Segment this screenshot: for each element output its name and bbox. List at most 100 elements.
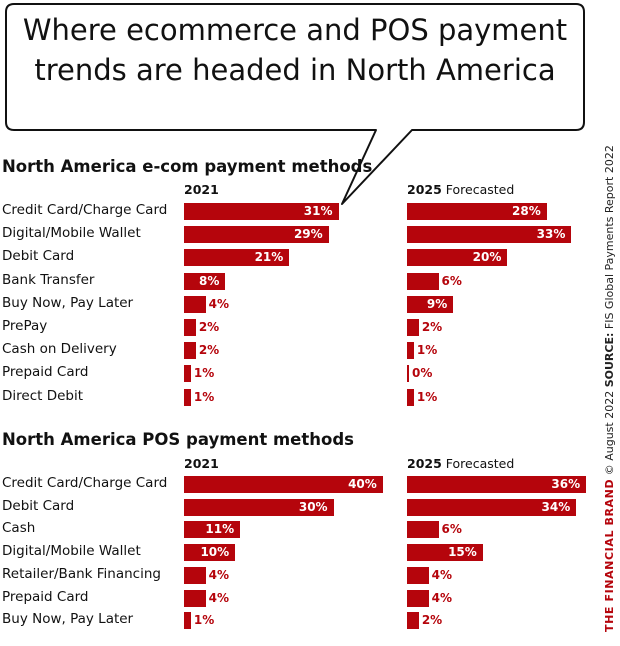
category-label: Debit Card <box>2 248 75 265</box>
bar <box>184 544 236 562</box>
bar <box>184 295 206 313</box>
data-label: 11% <box>205 522 235 537</box>
category-label: Cash on Delivery <box>2 341 117 358</box>
bar <box>407 342 414 360</box>
bar <box>407 388 414 406</box>
speech-bubble <box>5 3 585 205</box>
data-label: 40% <box>348 477 377 491</box>
data-label: 0% <box>412 366 433 381</box>
bar <box>407 476 587 493</box>
category-label: Retailer/Bank Financing <box>2 565 161 582</box>
series-header: 2021 <box>184 182 219 197</box>
chart-title: North America POS payment methods <box>2 430 354 449</box>
data-label: 4% <box>431 567 453 582</box>
category-label: Buy Now, Pay Later <box>2 611 134 628</box>
series-name: 2025 <box>407 182 442 197</box>
bar <box>184 589 206 607</box>
data-label: 4% <box>208 296 230 311</box>
series-name: 2025 <box>407 456 442 471</box>
data-label: 4% <box>208 590 230 605</box>
data-label: 9% <box>426 296 448 311</box>
bar <box>184 342 196 360</box>
bar <box>184 388 191 406</box>
bar <box>407 365 409 383</box>
data-label: 36% <box>551 477 581 491</box>
data-label: 30% <box>298 499 328 514</box>
bar <box>184 476 383 493</box>
series-header: 2025 Forecasted <box>407 456 514 471</box>
bar <box>184 319 196 336</box>
series-header: 2021 <box>184 456 219 471</box>
data-label: 28% <box>512 204 541 218</box>
bar <box>184 365 191 383</box>
bar <box>184 249 290 267</box>
data-label: 4% <box>431 590 453 605</box>
category-label: PrePay <box>2 318 48 334</box>
headline-line-2: trends are headed in North America <box>34 53 556 87</box>
data-label: 21% <box>254 250 284 265</box>
series-name: 2021 <box>184 456 219 471</box>
data-label: 2% <box>421 320 443 334</box>
data-label: 6% <box>441 273 462 288</box>
data-label: 2% <box>198 343 220 358</box>
category-label: Debit Card <box>2 497 75 514</box>
data-label: 1% <box>193 613 215 628</box>
bar <box>184 203 339 220</box>
data-label: 4% <box>208 567 230 582</box>
data-label: 2% <box>421 613 443 628</box>
copyright-date: © August 2022 <box>603 390 616 476</box>
data-label: 1% <box>416 389 438 404</box>
category-label: Credit Card/Charge Card <box>2 475 168 491</box>
data-label: 15% <box>448 545 477 560</box>
bar <box>407 203 547 220</box>
data-label: 31% <box>303 204 333 218</box>
source-credit: THE FINANCIAL BRAND © August 2022 SOURCE… <box>603 145 616 632</box>
bar <box>407 319 419 336</box>
series-header: 2025 Forecasted <box>407 182 514 197</box>
bar <box>407 521 439 539</box>
bar <box>407 612 419 630</box>
category-label: Digital/Mobile Wallet <box>2 225 141 242</box>
bar <box>407 295 454 313</box>
category-label: Prepaid Card <box>2 364 89 381</box>
headline-line-1: Where ecommerce and POS payment <box>22 13 568 47</box>
data-label: 2% <box>198 320 220 334</box>
data-label: 20% <box>472 250 502 265</box>
data-label: 10% <box>200 545 230 560</box>
category-label: Prepaid Card <box>2 588 89 605</box>
bar <box>407 226 572 244</box>
bar <box>184 272 226 290</box>
series-suffix: Forecasted <box>441 182 515 197</box>
bar <box>407 589 429 607</box>
bar <box>184 498 334 516</box>
bar <box>184 566 206 584</box>
data-label: 1% <box>416 343 438 358</box>
category-label: Digital/Mobile Wallet <box>2 543 141 560</box>
data-label: 1% <box>193 389 215 404</box>
category-label: Credit Card/Charge Card <box>2 202 168 218</box>
series-suffix: Forecasted <box>441 456 515 471</box>
chart-title: North America e-com payment methods <box>2 157 373 176</box>
category-label: Bank Transfer <box>2 271 95 288</box>
data-label: 33% <box>536 227 566 242</box>
data-label: 29% <box>293 227 323 242</box>
source-label: SOURCE: <box>603 332 616 388</box>
source-text: FIS Global Payments Report 2022 <box>603 145 616 330</box>
bar <box>407 544 483 562</box>
data-label: 8% <box>198 273 220 288</box>
headline: Where ecommerce and POS payment trends a… <box>10 10 580 90</box>
data-label: 6% <box>441 522 462 537</box>
bar <box>407 498 577 516</box>
category-label: Direct Debit <box>2 387 84 404</box>
bar <box>184 521 241 539</box>
bar <box>407 566 429 584</box>
bar <box>184 226 329 244</box>
category-label: Buy Now, Pay Later <box>2 294 134 311</box>
data-label: 1% <box>193 366 215 381</box>
data-label: 34% <box>541 499 571 514</box>
bar <box>184 612 191 630</box>
category-label: Cash <box>2 520 36 537</box>
bar <box>407 272 439 290</box>
bar <box>407 249 508 267</box>
series-name: 2021 <box>184 182 219 197</box>
